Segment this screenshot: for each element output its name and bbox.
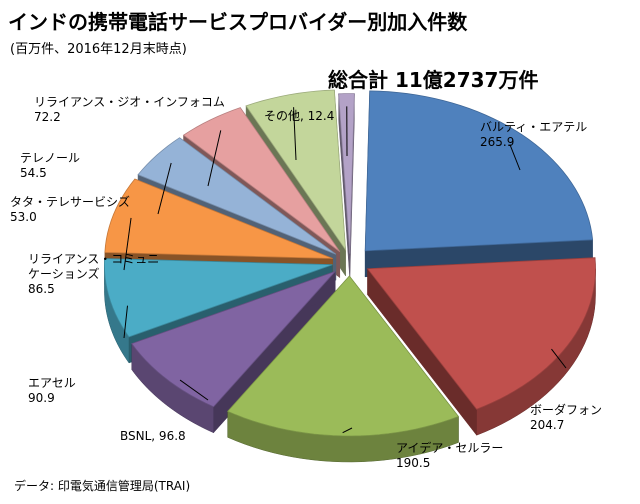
- slice-label-line: アイデア・セルラー: [396, 440, 503, 455]
- slice-label: タタ・テレサービシズ 53.0: [10, 194, 130, 224]
- slice-label-line: 72.2: [34, 110, 61, 124]
- slice-label-line: タタ・テレサービシズ: [10, 194, 130, 209]
- slice-label-line: 86.5: [28, 282, 55, 296]
- slice-label-line: 190.5: [396, 456, 430, 470]
- pie-slice: [131, 271, 336, 408]
- slice-label: BSNL, 96.8: [120, 429, 186, 443]
- slice-label: バルティ・エアテル 265.9: [480, 120, 587, 149]
- pie-slice: [227, 275, 460, 437]
- slice-label: テレノール 54.5: [20, 151, 80, 180]
- slice-label-line: 265.9: [480, 135, 514, 149]
- leader-line: [342, 427, 353, 434]
- slice-label: リライアンス・ジオ・インフォコム 72.2: [34, 95, 225, 124]
- leader-line: [509, 144, 521, 171]
- slice-label-line: ケーションズ: [28, 266, 100, 281]
- pie-slice: [366, 257, 596, 410]
- leader-line: [157, 162, 172, 215]
- leader-line: [293, 107, 297, 161]
- slice-label: エアセル 90.9: [28, 376, 76, 405]
- slice-label: その他, 12.4: [264, 109, 334, 123]
- slice-label: リライアンス・コミュニケーションズ 86.5: [28, 252, 159, 296]
- total-label: 総合計 11億2737万件: [328, 68, 539, 92]
- pie-slice: [364, 90, 594, 252]
- pie-slice: [104, 258, 333, 338]
- slice-label-line: リライアンス・コミュニ: [28, 252, 159, 266]
- leader-line: [551, 348, 567, 369]
- slice-label-line: ボーダフォン: [530, 402, 602, 417]
- slice-label-line: バルティ・エアテル: [480, 120, 587, 134]
- slice-label-line: エアセル: [28, 376, 76, 390]
- pie-slice: [338, 93, 355, 254]
- source-note: データ: 印電気通信管理局(TRAI): [14, 479, 191, 493]
- leader-line: [179, 379, 209, 401]
- chart-subtitle: (百万件、2016年12月末時点): [10, 42, 187, 57]
- slice-label-line: その他, 12.4: [264, 109, 334, 123]
- leader-line: [207, 130, 222, 187]
- slice-label-line: リライアンス・ジオ・インフォコム: [34, 95, 225, 109]
- slice-label-line: 90.9: [28, 391, 55, 405]
- slice-label-line: BSNL, 96.8: [120, 429, 186, 443]
- leader-line: [123, 305, 128, 339]
- slice-label-line: 54.5: [20, 166, 47, 180]
- chart-title: インドの携帯電話サービスプロバイダー別加入件数: [8, 10, 468, 34]
- leader-line: [123, 217, 132, 271]
- slice-label-line: 53.0: [10, 210, 37, 224]
- pie-slice: [137, 137, 337, 255]
- slice-labels: バルティ・エアテル 265.9 ボーダフォン 204.7 アイデア・セルラー 190.5 B…: [10, 95, 602, 470]
- slice-label-line: 204.7: [530, 418, 564, 432]
- slice-tops: [104, 89, 596, 437]
- slice-label-line: テレノール: [20, 151, 80, 165]
- pie-slice: [182, 107, 341, 252]
- slice-label: アイデア・セルラー 190.5: [396, 440, 503, 470]
- slice-label: ボーダフォン 204.7: [530, 402, 602, 432]
- pie-slice: [245, 89, 347, 252]
